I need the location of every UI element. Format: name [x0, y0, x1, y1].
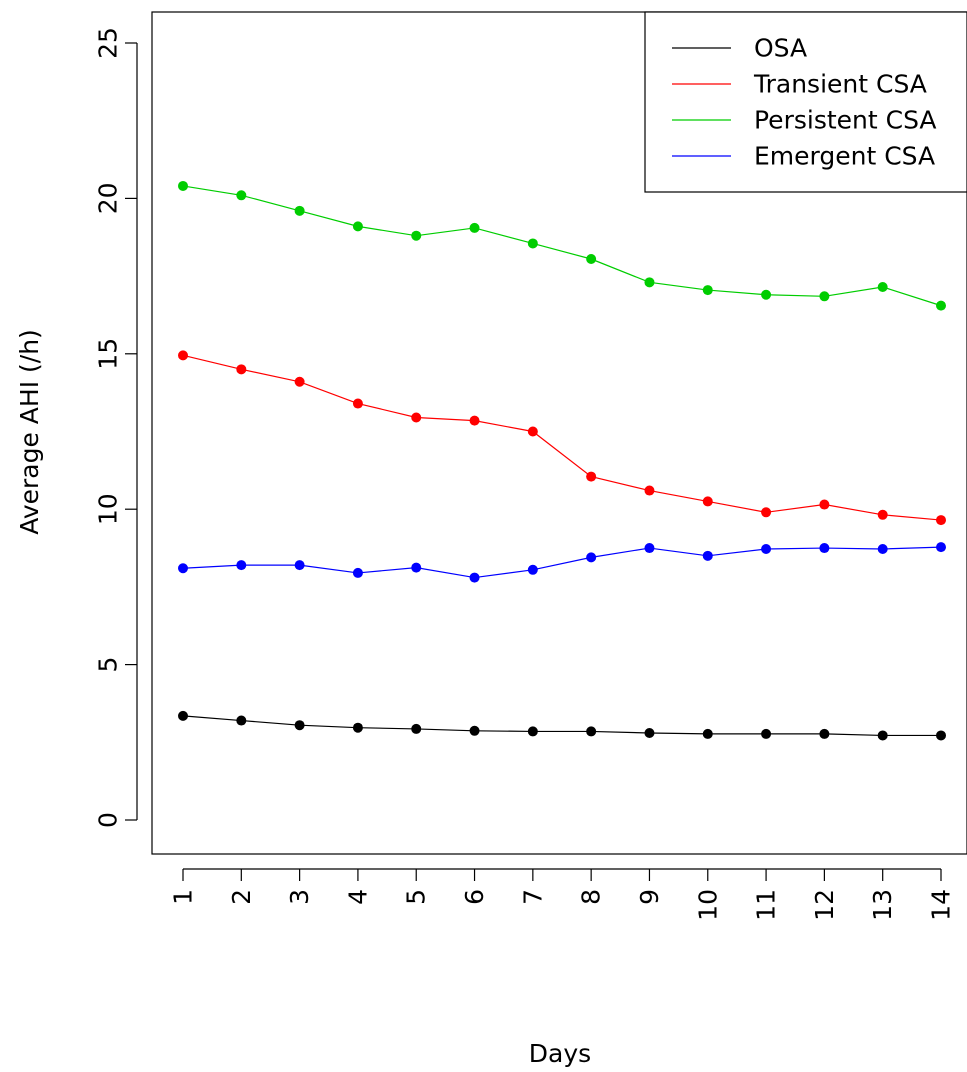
legend: OSA Transient CSA Persistent CSA Emergent C… [644, 11, 967, 193]
series-line [182, 715, 941, 737]
data-point [294, 720, 305, 731]
data-point [469, 415, 480, 426]
data-point [178, 563, 188, 574]
legend-label: Transient CSA [753, 70, 927, 99]
data-point [411, 562, 422, 573]
data-point [936, 300, 946, 311]
data-point [352, 567, 363, 578]
series-line [182, 354, 942, 521]
x-tick-label: 4 [343, 889, 372, 905]
data-point [352, 398, 363, 409]
data-point [236, 190, 247, 201]
data-point [352, 722, 363, 733]
data-point [178, 710, 188, 721]
data-point [644, 277, 655, 288]
data-point [936, 730, 946, 741]
data-point [469, 725, 480, 736]
data-point [527, 726, 538, 737]
legend-label: Persistent CSA [754, 106, 937, 135]
data-point [469, 572, 480, 583]
series-layer [178, 180, 946, 741]
data-point [761, 507, 772, 518]
y-axis: 0 5 10 15 20 25 [94, 27, 138, 828]
x-tick-label: 9 [635, 889, 664, 905]
data-point [586, 254, 597, 265]
data-point [586, 726, 597, 737]
y-tick-label: 10 [94, 493, 123, 525]
data-point [352, 221, 363, 232]
data-point [702, 496, 713, 507]
data-point [411, 723, 422, 734]
series-line [182, 546, 942, 579]
data-point [702, 550, 713, 561]
data-point [644, 543, 655, 554]
data-point [586, 552, 597, 563]
y-tick-label: 20 [94, 182, 123, 214]
x-tick-label: 7 [518, 889, 547, 905]
y-tick-label: 0 [94, 812, 123, 828]
series-line [182, 185, 942, 307]
series-3 [178, 542, 946, 583]
data-point [702, 728, 713, 739]
x-tick-label: 12 [810, 889, 839, 921]
data-point [761, 543, 772, 554]
data-point [819, 291, 830, 302]
x-tick-label: 8 [577, 889, 606, 905]
data-point [819, 543, 830, 554]
data-point [819, 499, 830, 510]
data-point [702, 285, 713, 296]
data-point [294, 205, 305, 216]
data-point [877, 509, 888, 520]
plot-frame [151, 11, 967, 855]
data-point [761, 289, 772, 300]
data-point [236, 560, 247, 571]
data-point [877, 281, 888, 292]
data-point [936, 542, 946, 553]
x-axis: 1 2 3 4 5 6 7 8 9 10 11 12 13 14 [169, 868, 956, 921]
data-point [411, 412, 422, 423]
x-tick-label: 14 [927, 889, 956, 921]
y-tick-label: 5 [94, 657, 123, 673]
x-tick-label: 13 [868, 889, 897, 921]
y-tick-label: 25 [94, 27, 123, 59]
data-point [294, 376, 305, 387]
data-point [411, 230, 422, 241]
series-1 [178, 350, 946, 526]
data-point [644, 727, 655, 738]
legend-box [644, 11, 967, 193]
x-tick-label: 1 [169, 889, 198, 905]
data-point [586, 471, 597, 482]
data-point [527, 564, 538, 575]
data-point [236, 715, 247, 726]
x-tick-label: 2 [227, 889, 256, 905]
x-tick-label: 10 [693, 889, 722, 921]
data-point [236, 364, 247, 375]
legend-label: OSA [754, 34, 807, 63]
data-point [644, 485, 655, 496]
data-point [469, 222, 480, 233]
x-axis-title: Days [529, 1039, 591, 1068]
data-point [527, 238, 538, 249]
data-point [178, 350, 188, 361]
data-point [527, 426, 538, 437]
data-point [819, 728, 830, 739]
data-point [294, 560, 305, 571]
data-point [936, 515, 946, 526]
data-point [877, 543, 888, 554]
data-point [178, 180, 188, 191]
y-axis-title: Average AHI (/h) [15, 329, 44, 535]
x-tick-label: 11 [752, 889, 781, 921]
data-point [877, 730, 888, 741]
legend-label: Emergent CSA [754, 142, 935, 171]
x-tick-label: 5 [402, 889, 431, 905]
x-tick-label: 3 [285, 889, 314, 905]
data-point [761, 728, 772, 739]
series-0 [178, 710, 946, 741]
series-2 [178, 180, 946, 311]
x-tick-label: 6 [460, 889, 489, 905]
y-tick-label: 15 [94, 338, 123, 370]
